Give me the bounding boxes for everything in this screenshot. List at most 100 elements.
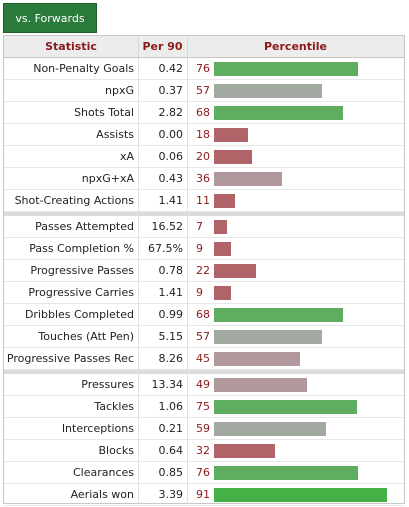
group-divider bbox=[4, 370, 404, 374]
table-row: npxG+xA 0.43 36 bbox=[4, 168, 404, 190]
percentile-bar bbox=[214, 264, 256, 278]
percentile-bar bbox=[214, 150, 252, 164]
stat-name: Progressive Passes Rec bbox=[4, 348, 139, 369]
percentile-cell: 9 bbox=[187, 282, 404, 303]
percentile-bar bbox=[214, 308, 343, 322]
percentile-bar bbox=[214, 242, 231, 256]
percentile-value: 75 bbox=[196, 400, 210, 413]
stat-name: Assists bbox=[4, 124, 139, 145]
table-row: Tackles 1.06 75 bbox=[4, 396, 404, 418]
per90-value: 5.15 bbox=[138, 326, 188, 347]
per90-value: 16.52 bbox=[138, 216, 188, 237]
table-row: Passes Attempted 16.52 7 bbox=[4, 216, 404, 238]
percentile-cell: 57 bbox=[187, 326, 404, 347]
percentile-bar bbox=[214, 330, 322, 344]
percentile-value: 22 bbox=[196, 264, 210, 277]
per90-value: 0.85 bbox=[138, 462, 188, 483]
per90-value: 0.43 bbox=[138, 168, 188, 189]
percentile-cell: 11 bbox=[187, 190, 404, 211]
percentile-value: 36 bbox=[196, 172, 210, 185]
stat-name: Non-Penalty Goals bbox=[4, 58, 139, 79]
table-row: Assists 0.00 18 bbox=[4, 124, 404, 146]
stat-name: Blocks bbox=[4, 440, 139, 461]
table-row: Aerials won 3.39 91 bbox=[4, 484, 404, 506]
percentile-value: 18 bbox=[196, 128, 210, 141]
table-row: Pressures 13.34 49 bbox=[4, 374, 404, 396]
per90-value: 0.21 bbox=[138, 418, 188, 439]
percentile-cell: 18 bbox=[187, 124, 404, 145]
percentile-value: 32 bbox=[196, 444, 210, 457]
stat-name: Interceptions bbox=[4, 418, 139, 439]
percentile-value: 49 bbox=[196, 378, 210, 391]
percentile-bar bbox=[214, 488, 387, 502]
per90-value: 0.37 bbox=[138, 80, 188, 101]
header-statistic: Statistic bbox=[4, 36, 139, 57]
stat-name: Dribbles Completed bbox=[4, 304, 139, 325]
per90-value: 67.5% bbox=[138, 238, 188, 259]
percentile-bar bbox=[214, 62, 358, 76]
percentile-value: 59 bbox=[196, 422, 210, 435]
percentile-value: 9 bbox=[196, 286, 203, 299]
stat-name: Progressive Carries bbox=[4, 282, 139, 303]
percentile-cell: 32 bbox=[187, 440, 404, 461]
percentile-value: 76 bbox=[196, 466, 210, 479]
stat-name: Clearances bbox=[4, 462, 139, 483]
header-percentile: Percentile bbox=[263, 40, 328, 53]
per90-value: 3.39 bbox=[138, 484, 188, 505]
stat-name: Shots Total bbox=[4, 102, 139, 123]
per90-value: 13.34 bbox=[138, 374, 188, 395]
percentile-value: 7 bbox=[196, 220, 203, 233]
table-row: Progressive Carries 1.41 9 bbox=[4, 282, 404, 304]
stat-name: Shot-Creating Actions bbox=[4, 190, 139, 211]
table-row: Clearances 0.85 76 bbox=[4, 462, 404, 484]
per90-value: 0.06 bbox=[138, 146, 188, 167]
per90-value: 1.06 bbox=[138, 396, 188, 417]
percentile-bar bbox=[214, 194, 235, 208]
table-row: npxG 0.37 57 bbox=[4, 80, 404, 102]
percentile-value: 9 bbox=[196, 242, 203, 255]
table-row: Touches (Att Pen) 5.15 57 bbox=[4, 326, 404, 348]
percentile-bar bbox=[214, 422, 326, 436]
per90-value: 0.99 bbox=[138, 304, 188, 325]
tab-vs-forwards[interactable]: vs. Forwards bbox=[3, 3, 97, 33]
percentile-table: Statistic Per 90 Percentile Non-Penalty … bbox=[3, 35, 405, 506]
percentile-cell: 36 bbox=[187, 168, 404, 189]
percentile-cell: 68 bbox=[187, 304, 404, 325]
stat-name: npxG bbox=[4, 80, 139, 101]
percentile-cell: 76 bbox=[187, 58, 404, 79]
stat-name: Pressures bbox=[4, 374, 139, 395]
per90-value: 1.41 bbox=[138, 282, 188, 303]
percentile-cell: 75 bbox=[187, 396, 404, 417]
percentile-value: 45 bbox=[196, 352, 210, 365]
percentile-value: 20 bbox=[196, 150, 210, 163]
percentile-cell: 7 bbox=[187, 216, 404, 237]
percentile-value: 68 bbox=[196, 308, 210, 321]
percentile-cell: 20 bbox=[187, 146, 404, 167]
table-row: Progressive Passes 0.78 22 bbox=[4, 260, 404, 282]
percentile-bar bbox=[214, 444, 275, 458]
header-per90: Per 90 bbox=[138, 36, 188, 57]
stat-name: Aerials won bbox=[4, 484, 139, 505]
percentile-cell: 91 bbox=[187, 484, 404, 505]
table-row: Interceptions 0.21 59 bbox=[4, 418, 404, 440]
table-row: Progressive Passes Rec 8.26 45 bbox=[4, 348, 404, 370]
percentile-bar bbox=[214, 400, 357, 414]
stat-name: Touches (Att Pen) bbox=[4, 326, 139, 347]
percentile-bar bbox=[214, 128, 248, 142]
stat-name: npxG+xA bbox=[4, 168, 139, 189]
percentile-cell: 9 bbox=[187, 238, 404, 259]
per90-value: 8.26 bbox=[138, 348, 188, 369]
table-row: Non-Penalty Goals 0.42 76 bbox=[4, 58, 404, 80]
percentile-cell: 59 bbox=[187, 418, 404, 439]
percentile-bar bbox=[214, 106, 343, 120]
stat-name: xA bbox=[4, 146, 139, 167]
table-row: Dribbles Completed 0.99 68 bbox=[4, 304, 404, 326]
percentile-bar bbox=[214, 352, 300, 366]
percentile-bar bbox=[214, 286, 231, 300]
stat-name: Progressive Passes bbox=[4, 260, 139, 281]
percentile-value: 68 bbox=[196, 106, 210, 119]
percentile-bar bbox=[214, 378, 307, 392]
percentile-value: 57 bbox=[196, 84, 210, 97]
percentile-cell: 49 bbox=[187, 374, 404, 395]
per90-value: 0.42 bbox=[138, 58, 188, 79]
